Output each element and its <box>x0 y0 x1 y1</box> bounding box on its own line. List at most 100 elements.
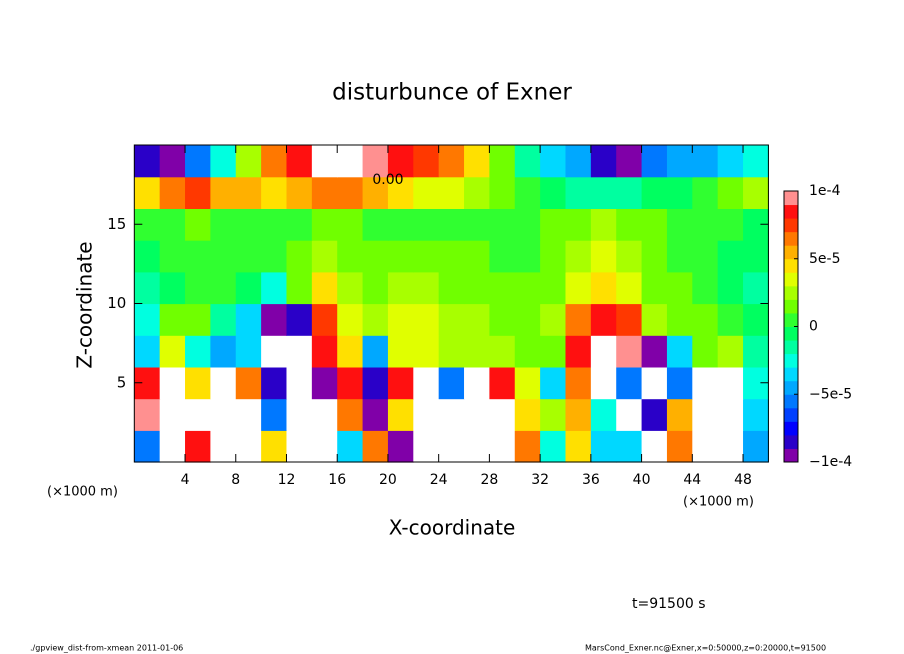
x-axis-label: X-coordinate <box>389 516 516 540</box>
y-unit-label: (×1000 m) <box>47 485 118 500</box>
cell <box>438 240 465 273</box>
chart-title: disturbunce of Exner <box>332 80 572 106</box>
colorbar-segment <box>784 312 798 327</box>
footer-left: ./gpview_dist-from-xmean 2011-01-06 <box>30 644 183 653</box>
colorbar-tick-label: 0 <box>809 319 818 335</box>
footer-right: MarsCond_Exner.nc@Exner,x=0:50000,z=0:20… <box>585 644 826 653</box>
cell <box>565 335 592 368</box>
cell <box>235 335 262 368</box>
x-tick-label: 28 <box>480 472 498 488</box>
cell <box>666 303 693 336</box>
cell <box>235 398 262 431</box>
cell <box>464 366 490 400</box>
cell <box>185 208 211 241</box>
cell <box>159 335 186 368</box>
cell <box>692 430 719 463</box>
cell <box>616 366 643 400</box>
cell <box>235 145 262 178</box>
cell <box>235 208 262 241</box>
cell <box>489 303 516 336</box>
cell <box>159 208 186 241</box>
cell <box>540 366 567 400</box>
cell <box>134 430 161 463</box>
cell <box>514 176 541 209</box>
colorbar-segment <box>784 231 798 246</box>
cell <box>286 176 313 209</box>
x-tick-label: 32 <box>531 472 549 488</box>
cell <box>717 271 744 305</box>
colorbar-segment <box>784 340 798 355</box>
cell <box>616 430 643 463</box>
cell <box>387 430 414 463</box>
cell <box>590 271 617 305</box>
cell <box>641 240 668 273</box>
cell <box>666 430 693 463</box>
cell <box>134 303 161 336</box>
cell <box>362 335 389 368</box>
cell <box>514 398 541 431</box>
cell <box>565 271 592 305</box>
cell <box>311 271 338 305</box>
cell <box>311 208 338 241</box>
cell <box>387 240 414 273</box>
cell <box>286 271 313 305</box>
cell <box>286 430 313 463</box>
cell <box>438 430 465 463</box>
x-tick-label: 12 <box>278 472 296 488</box>
cell <box>185 271 211 305</box>
cell <box>311 398 338 431</box>
cell <box>134 335 161 368</box>
cell <box>692 366 719 400</box>
cell <box>717 208 744 241</box>
cell <box>387 303 414 336</box>
cell <box>692 335 719 368</box>
cell <box>413 208 440 241</box>
cell <box>210 145 237 178</box>
colorbar-tick-label: 5e-5 <box>809 251 840 267</box>
cell <box>717 240 744 273</box>
cell <box>235 176 262 209</box>
cell <box>514 208 541 241</box>
cell <box>210 271 237 305</box>
cell <box>413 303 440 336</box>
cell <box>337 335 364 368</box>
cell <box>489 271 516 305</box>
cell <box>616 303 643 336</box>
cell <box>590 335 617 368</box>
cell <box>743 335 769 368</box>
cell <box>666 335 693 368</box>
cell <box>159 303 186 336</box>
cell <box>616 398 643 431</box>
cell <box>514 335 541 368</box>
cell <box>464 208 490 241</box>
cell <box>489 208 516 241</box>
cell <box>387 145 414 178</box>
cell <box>666 208 693 241</box>
x-tick-label: 4 <box>181 472 190 488</box>
cell <box>743 398 769 431</box>
cell <box>489 366 516 400</box>
cell <box>590 208 617 241</box>
cell <box>159 366 186 400</box>
cell <box>743 430 769 463</box>
cell <box>464 398 490 431</box>
cell <box>362 145 389 178</box>
cell <box>743 176 769 209</box>
cell <box>590 303 617 336</box>
colorbar-segment <box>784 380 798 395</box>
time-label: t=91500 s <box>632 596 706 612</box>
cell <box>641 398 668 431</box>
cell <box>616 335 643 368</box>
colorbar-segment <box>784 258 798 273</box>
cell <box>159 176 186 209</box>
cell <box>641 271 668 305</box>
cell <box>743 240 769 273</box>
cell <box>337 208 364 241</box>
cell <box>387 398 414 431</box>
cell <box>387 271 414 305</box>
cell <box>514 240 541 273</box>
colorbar-segment <box>784 218 798 233</box>
y-tick-label: 10 <box>107 294 126 312</box>
x-tick-label: 40 <box>633 472 651 488</box>
